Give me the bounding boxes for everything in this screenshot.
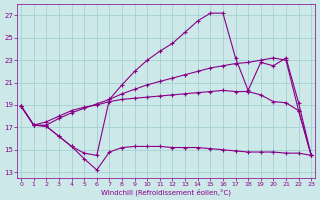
X-axis label: Windchill (Refroidissement éolien,°C): Windchill (Refroidissement éolien,°C) (101, 188, 231, 196)
